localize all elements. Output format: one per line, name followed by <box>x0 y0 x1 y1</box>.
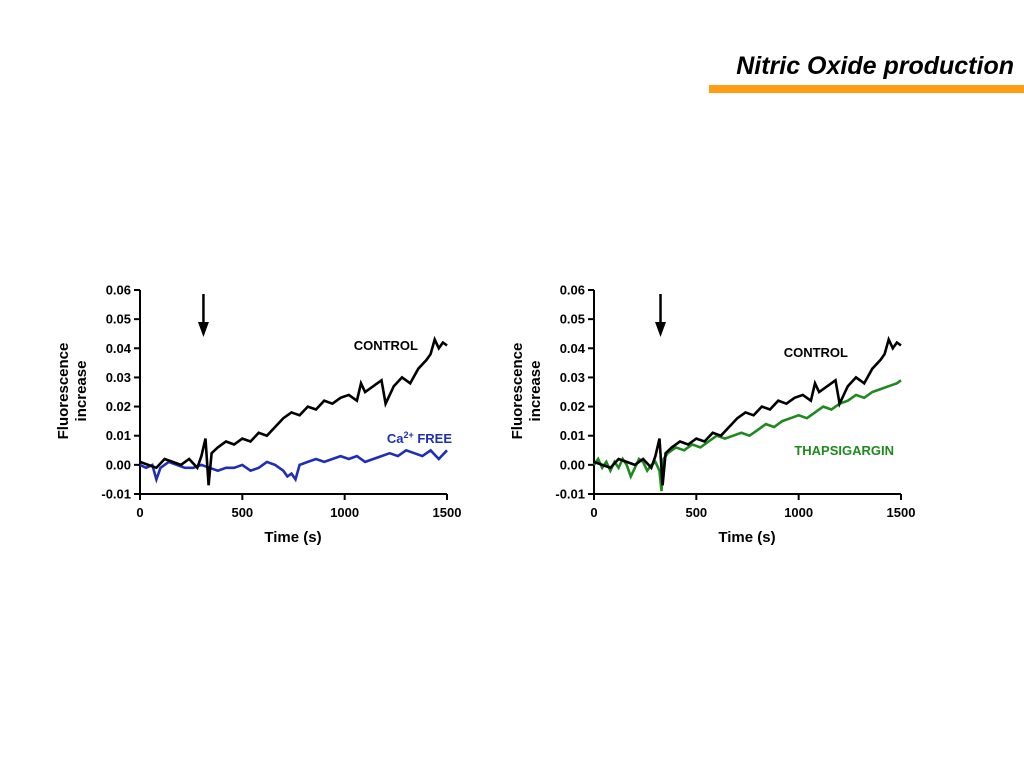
slide-title: Nitric Oxide production <box>736 52 1014 80</box>
x-axis-label: Time (s) <box>718 529 775 546</box>
x-tick-label: 1500 <box>887 505 916 520</box>
series-line-control <box>139 335 448 486</box>
ca-label-main: Ca <box>387 431 404 446</box>
series-line-control <box>593 335 902 486</box>
series-lines <box>139 335 448 486</box>
y-tick-label: 0.04 <box>560 341 586 356</box>
plot-area: -0.01 0.00 0.01 0.02 0.03 0.04 0.05 0.06 0 500 10… <box>101 283 461 521</box>
series-label-ca-free: Ca2+ FREE <box>387 430 453 446</box>
y-tick-label: 0.06 <box>560 283 585 298</box>
y-axis-label-line1: Fluorescence <box>509 343 526 440</box>
series-line-ca2-free <box>139 448 448 484</box>
arrow-head <box>655 322 667 337</box>
treatment-arrow <box>655 294 667 337</box>
y-axis-label-line2: increase <box>527 361 544 422</box>
x-tick-label: 0 <box>136 505 143 520</box>
plot-area: -0.01 0.00 0.01 0.02 0.03 0.04 0.05 0.06 0 500 10… <box>555 283 915 521</box>
x-axis: 0 500 1000 1500 <box>590 493 916 520</box>
title-accent-bar <box>709 85 1024 93</box>
x-tick-label: 500 <box>231 505 253 520</box>
y-tick-label: -0.01 <box>101 487 131 502</box>
series-label-control: CONTROL <box>784 345 848 360</box>
x-tick-label: 1500 <box>433 505 462 520</box>
y-tick-label: 0.04 <box>106 341 132 356</box>
ca-label-sup: 2+ <box>403 430 413 440</box>
y-tick-label: 0.02 <box>560 399 585 414</box>
chart-thapsigargin: -0.01 0.00 0.01 0.02 0.03 0.04 0.05 0.06 0 500 10… <box>509 283 915 547</box>
y-tick-label: 0.01 <box>560 428 585 443</box>
y-axis: -0.01 0.00 0.01 0.02 0.03 0.04 0.05 0.06 <box>555 283 595 502</box>
series-lines <box>592 335 902 492</box>
y-tick-label: 0.03 <box>560 370 585 385</box>
y-tick-label: 0.06 <box>106 283 131 298</box>
y-tick-label: 0.00 <box>560 457 585 472</box>
x-axis: 0 500 1000 1500 <box>136 493 462 520</box>
chart-ca-free: -0.01 0.00 0.01 0.02 0.03 0.04 0.05 0.06 0 500 10… <box>55 283 461 547</box>
y-tick-label: 0.05 <box>106 312 131 327</box>
y-tick-label: 0.05 <box>560 312 585 327</box>
series-label-control: CONTROL <box>354 338 418 353</box>
x-tick-label: 0 <box>590 505 597 520</box>
x-tick-label: 1000 <box>330 505 359 520</box>
y-axis-label-line1: Fluorescence <box>55 343 72 440</box>
series-label-thapsigargin: THAPSIGARGIN <box>794 443 894 458</box>
y-tick-label: 0.03 <box>106 370 131 385</box>
y-axis: -0.01 0.00 0.01 0.02 0.03 0.04 0.05 0.06 <box>101 283 141 502</box>
y-axis-label-line2: increase <box>73 361 90 422</box>
x-tick-label: 1000 <box>784 505 813 520</box>
y-tick-label: 0.02 <box>106 399 131 414</box>
x-tick-label: 500 <box>685 505 707 520</box>
treatment-arrow <box>197 294 209 337</box>
y-tick-label: 0.01 <box>106 428 131 443</box>
y-tick-label: -0.01 <box>555 487 585 502</box>
arrow-head <box>197 322 209 337</box>
x-axis-label: Time (s) <box>264 529 321 546</box>
series-line-thapsigargin <box>592 379 902 492</box>
y-tick-label: 0.00 <box>106 457 131 472</box>
ca-label-rest: FREE <box>414 431 453 446</box>
